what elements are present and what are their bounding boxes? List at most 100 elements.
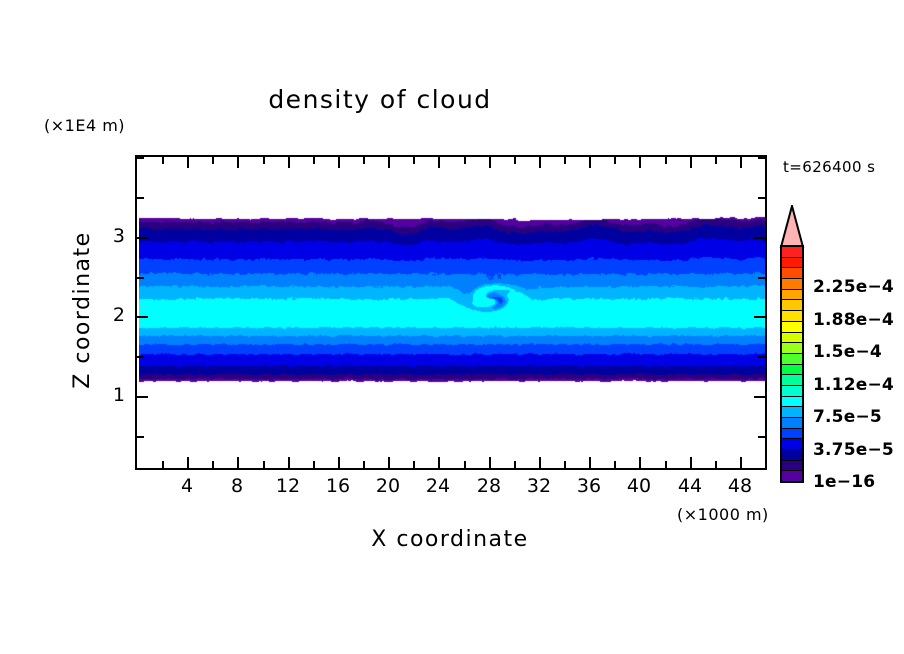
x-tick-major (237, 457, 239, 468)
x-tick-minor-top (514, 157, 516, 164)
colorbar-band (782, 268, 802, 280)
x-tick-minor-top (464, 157, 466, 164)
y-tick-label: 2 (112, 304, 125, 326)
y-tick-major-right (754, 316, 765, 318)
x-tick-minor-top (413, 157, 415, 164)
colorbar-band (782, 353, 802, 365)
x-tick-major (438, 457, 440, 468)
x-tick-major-top (187, 157, 189, 168)
x-tick-minor-top (313, 157, 315, 164)
x-tick-major-top (237, 157, 239, 168)
z-axis-unit-label: (×1E4 m) (44, 116, 126, 135)
colorbar-band (782, 343, 802, 354)
colorbar-bands (780, 245, 804, 483)
x-tick-minor (665, 461, 667, 468)
colorbar-band (782, 311, 802, 322)
x-tick-minor-top (765, 157, 767, 164)
x-tick-major (690, 457, 692, 468)
x-axis-unit-label: (×1000 m) (677, 505, 769, 524)
page-title: density of cloud (268, 85, 492, 114)
colorbar-band (782, 439, 802, 451)
colorbar-band (782, 289, 802, 301)
colorbar-label: 2.25e−4 (813, 277, 894, 298)
x-tick-minor-top (263, 157, 265, 164)
y-tick-minor (137, 157, 144, 159)
x-tick-label: 32 (526, 475, 552, 497)
colorbar-overflow-arrow-icon (779, 205, 805, 248)
x-tick-minor (212, 461, 214, 468)
colorbar-band (782, 257, 802, 269)
y-tick-major-right (754, 237, 765, 239)
x-tick-major (639, 457, 641, 468)
x-tick-label: 12 (275, 475, 301, 497)
y-tick-minor-right (758, 197, 765, 199)
y-tick-label: 3 (112, 225, 125, 247)
colorbar-band (782, 407, 802, 418)
y-tick-minor-right (758, 277, 765, 279)
colorbar-band (782, 279, 802, 290)
colorbar-band (782, 418, 802, 429)
colorbar-band (782, 396, 802, 408)
x-tick-major-top (388, 157, 390, 168)
x-tick-label: 36 (576, 475, 602, 497)
x-tick-label: 8 (230, 475, 244, 497)
x-tick-minor-top (363, 157, 365, 164)
x-tick-major-top (539, 157, 541, 168)
colorbar-label: 1.12e−4 (813, 374, 894, 395)
colorbar-label: 7.5e−5 (813, 407, 882, 428)
y-tick-minor (137, 436, 144, 438)
x-tick-major-top (740, 157, 742, 168)
x-tick-major-top (338, 157, 340, 168)
x-tick-minor-top (715, 157, 717, 164)
y-tick-major-right (754, 396, 765, 398)
x-tick-label: 48 (727, 475, 753, 497)
y-tick-minor-right (758, 157, 765, 159)
y-tick-major (137, 396, 148, 398)
x-tick-major-top (690, 157, 692, 168)
colorbar-band (782, 385, 802, 397)
x-tick-minor (464, 461, 466, 468)
plot-area (135, 155, 767, 470)
colorbar-band (782, 300, 802, 312)
y-tick-minor-right (758, 436, 765, 438)
x-tick-label: 20 (375, 475, 401, 497)
x-tick-major-top (639, 157, 641, 168)
x-tick-label: 4 (180, 475, 194, 497)
x-axis-title: X coordinate (371, 527, 529, 552)
colorbar-label: 3.75e−5 (813, 439, 894, 460)
x-tick-minor (263, 461, 265, 468)
y-tick-label: 1 (112, 384, 125, 406)
x-tick-label: 24 (425, 475, 451, 497)
x-tick-major (740, 457, 742, 468)
colorbar-band (782, 321, 802, 333)
y-tick-minor-right (758, 356, 765, 358)
x-tick-minor-top (665, 157, 667, 164)
x-tick-major (338, 457, 340, 468)
time-annotation: t=626400 s (783, 158, 876, 176)
x-tick-label: 40 (626, 475, 652, 497)
x-tick-minor (162, 461, 164, 468)
y-tick-minor (137, 197, 144, 199)
colorbar-band (782, 450, 802, 461)
x-tick-minor-top (162, 157, 164, 164)
colorbar-band (782, 460, 802, 472)
colorbar-label: 1.5e−4 (813, 342, 882, 363)
colorbar-band (782, 471, 802, 482)
x-tick-major (187, 457, 189, 468)
x-tick-minor-top (564, 157, 566, 164)
colorbar-label: 1.88e−4 (813, 309, 894, 330)
x-tick-minor (363, 461, 365, 468)
x-tick-major (489, 457, 491, 468)
x-tick-major-top (589, 157, 591, 168)
colorbar-band (782, 375, 802, 386)
x-tick-minor (614, 461, 616, 468)
x-tick-major (388, 457, 390, 468)
y-tick-major (137, 316, 148, 318)
x-tick-major-top (489, 157, 491, 168)
x-tick-minor (313, 461, 315, 468)
x-tick-major (589, 457, 591, 468)
x-tick-minor (765, 461, 767, 468)
x-tick-minor-top (212, 157, 214, 164)
colorbar-band (782, 364, 802, 376)
x-tick-major-top (438, 157, 440, 168)
